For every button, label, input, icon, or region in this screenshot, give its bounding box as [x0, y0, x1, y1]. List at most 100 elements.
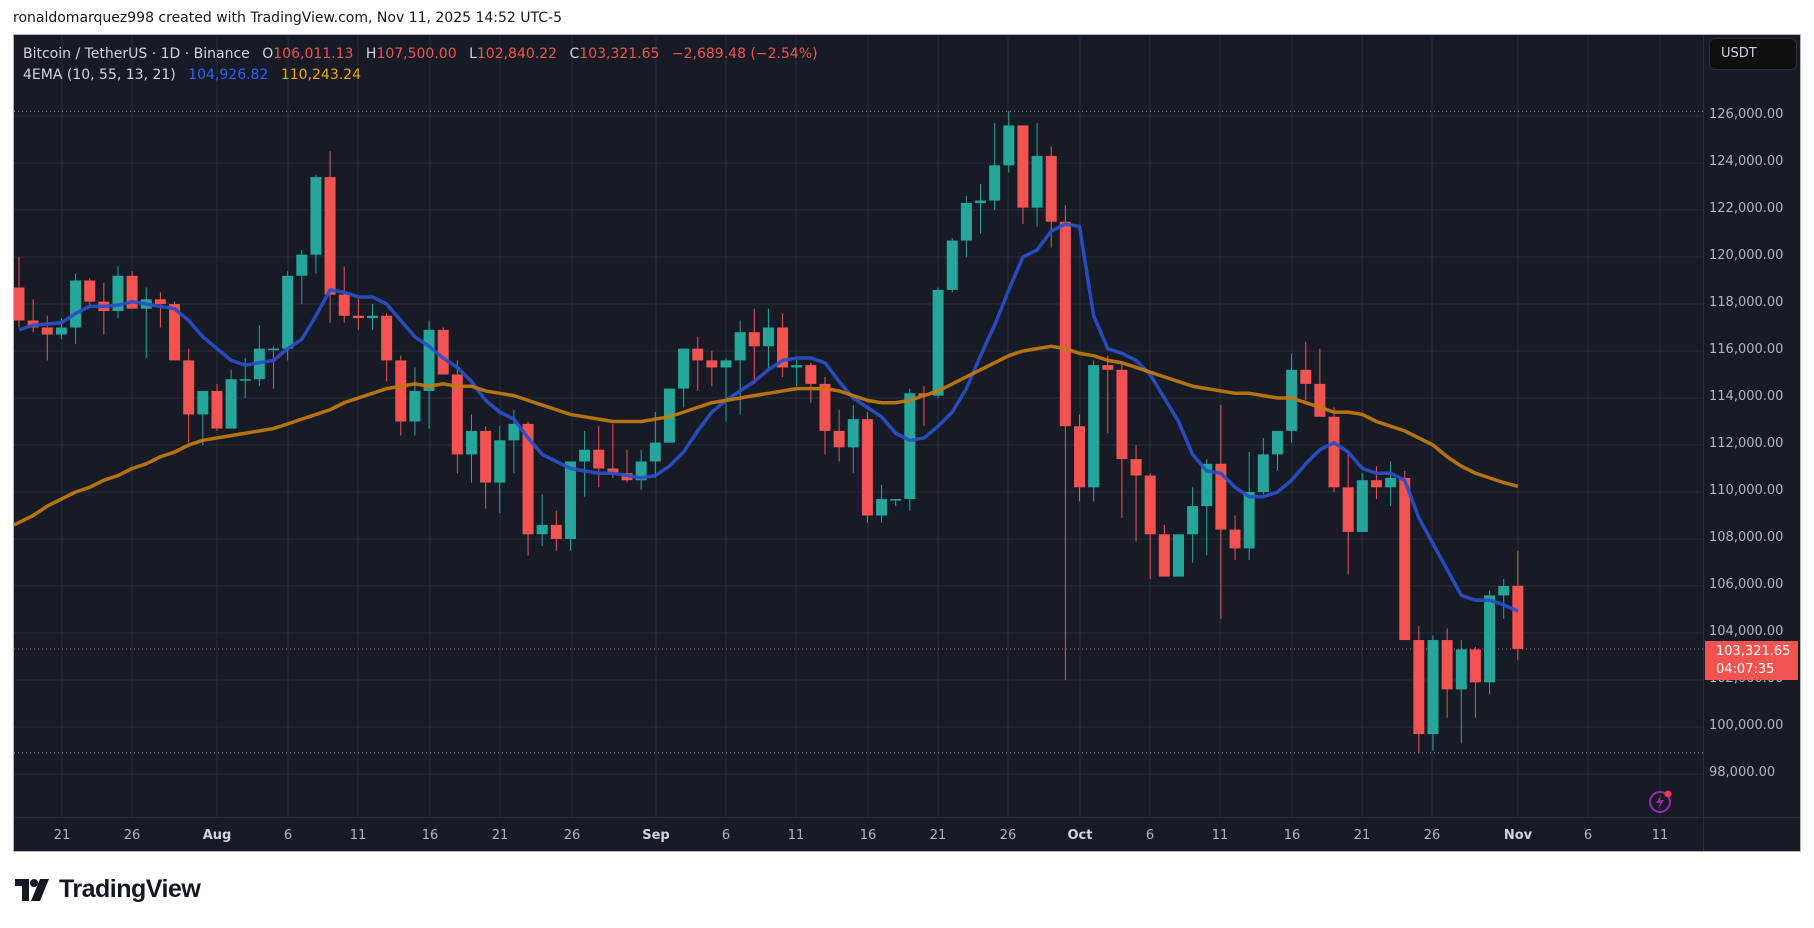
candle — [1342, 487, 1354, 532]
candle — [932, 289, 944, 396]
candle — [1286, 369, 1298, 431]
candle — [564, 461, 576, 539]
candle — [1187, 506, 1199, 535]
candle — [367, 315, 378, 319]
price-axis-label: 124,000.00 — [1709, 154, 1784, 169]
candle — [522, 423, 534, 535]
candle — [70, 280, 82, 328]
candle — [338, 294, 350, 316]
candle — [1356, 480, 1368, 532]
time-axis-label: 6 — [1583, 828, 1593, 843]
candle — [1413, 640, 1425, 735]
ema-slow-line — [14, 344, 1519, 527]
time-axis-label: 16 — [859, 828, 877, 843]
candle — [437, 329, 449, 375]
candle — [762, 327, 774, 347]
candle — [14, 287, 25, 321]
candle — [1116, 369, 1128, 460]
candle — [1328, 416, 1340, 488]
price-axis-label: 110,000.00 — [1709, 483, 1784, 498]
countdown-timer: 04:07:35 — [1716, 662, 1775, 677]
candle — [1172, 534, 1184, 577]
candle — [1370, 480, 1382, 488]
open-label: O — [262, 46, 274, 62]
candle — [649, 442, 661, 462]
candle — [861, 419, 873, 516]
last-price-tag: 103,321.65 04:07:35 — [1705, 641, 1798, 680]
candle — [239, 379, 251, 381]
price-axis-label: 120,000.00 — [1709, 248, 1784, 263]
lightning-alert-icon[interactable] — [1648, 788, 1674, 814]
candle — [819, 383, 831, 431]
close-label: C — [569, 46, 580, 62]
low-label: L — [469, 46, 477, 62]
price-axis-label: 116,000.00 — [1709, 342, 1784, 357]
time-axis-label: Aug — [202, 828, 232, 843]
candle — [183, 360, 195, 415]
candle — [395, 360, 407, 422]
time-axis-label: 16 — [1283, 828, 1301, 843]
ema-fast-value: 104,926.82 — [188, 67, 269, 83]
tradingview-brand: TradingView — [59, 875, 201, 903]
candle — [480, 430, 492, 483]
symbol-title[interactable]: Bitcoin / TetherUS · 1D · Binance — [23, 46, 250, 62]
low-value: 102,840.22 — [476, 46, 558, 62]
candle — [409, 390, 421, 422]
candle — [1003, 125, 1015, 166]
tradingview-logo[interactable]: TradingView — [15, 875, 201, 904]
candle — [1498, 586, 1510, 596]
high-label: H — [365, 46, 377, 62]
candle — [960, 202, 972, 241]
ema-fast-line — [18, 222, 1519, 613]
candle — [1314, 383, 1326, 417]
candle — [593, 449, 605, 469]
change-value: −2,689.48 (−2.54%) — [671, 46, 818, 62]
indicator-row[interactable]: 4EMA (10, 55, 13, 21) 104,926.82 110,243… — [23, 65, 818, 86]
price-axis-label: 98,000.00 — [1709, 765, 1776, 780]
time-axis-label: 11 — [1211, 828, 1229, 843]
price-axis-label: 104,000.00 — [1709, 624, 1784, 639]
candle — [777, 327, 789, 368]
time-axis-label: 11 — [349, 828, 367, 843]
candle — [1074, 426, 1085, 488]
price-axis-label: 126,000.00 — [1709, 107, 1784, 122]
candle — [41, 327, 53, 335]
time-axis-label: 6 — [1145, 828, 1155, 843]
price-axis-label: 100,000.00 — [1709, 718, 1784, 733]
candle — [1201, 463, 1213, 507]
candle — [1017, 125, 1029, 208]
candle — [720, 360, 732, 368]
candle — [1512, 585, 1524, 649]
candle — [494, 440, 506, 483]
candle — [1271, 430, 1283, 455]
time-axis-label: 21 — [929, 828, 947, 843]
candle — [1484, 595, 1496, 683]
chart-legend: Bitcoin / TetherUS · 1D · Binance O106,0… — [23, 44, 818, 86]
candle — [112, 275, 124, 312]
price-axis-label: 106,000.00 — [1709, 577, 1784, 592]
ema-slow-value: 110,243.24 — [280, 67, 361, 83]
candle — [465, 430, 477, 455]
candle — [1300, 369, 1312, 384]
candle — [946, 240, 958, 290]
candle — [1441, 640, 1453, 690]
indicator-title[interactable]: 4EMA (10, 55, 13, 21) — [23, 67, 176, 83]
candle — [1215, 463, 1227, 530]
symbol-row[interactable]: Bitcoin / TetherUS · 1D · Binance O106,0… — [23, 44, 818, 65]
candle — [1257, 454, 1269, 492]
candle — [154, 299, 166, 304]
candle — [1427, 640, 1439, 735]
currency-button[interactable]: USDT — [1709, 38, 1797, 70]
candle — [352, 315, 364, 319]
candle — [1399, 477, 1411, 641]
candle — [904, 393, 916, 500]
candle — [706, 360, 718, 368]
close-value: 103,321.65 — [579, 46, 660, 62]
candle — [169, 304, 181, 361]
price-axis-label: 122,000.00 — [1709, 201, 1784, 216]
candle — [1455, 649, 1467, 690]
price-axis-label: 108,000.00 — [1709, 530, 1784, 545]
candle — [310, 177, 322, 255]
candle — [225, 379, 237, 429]
